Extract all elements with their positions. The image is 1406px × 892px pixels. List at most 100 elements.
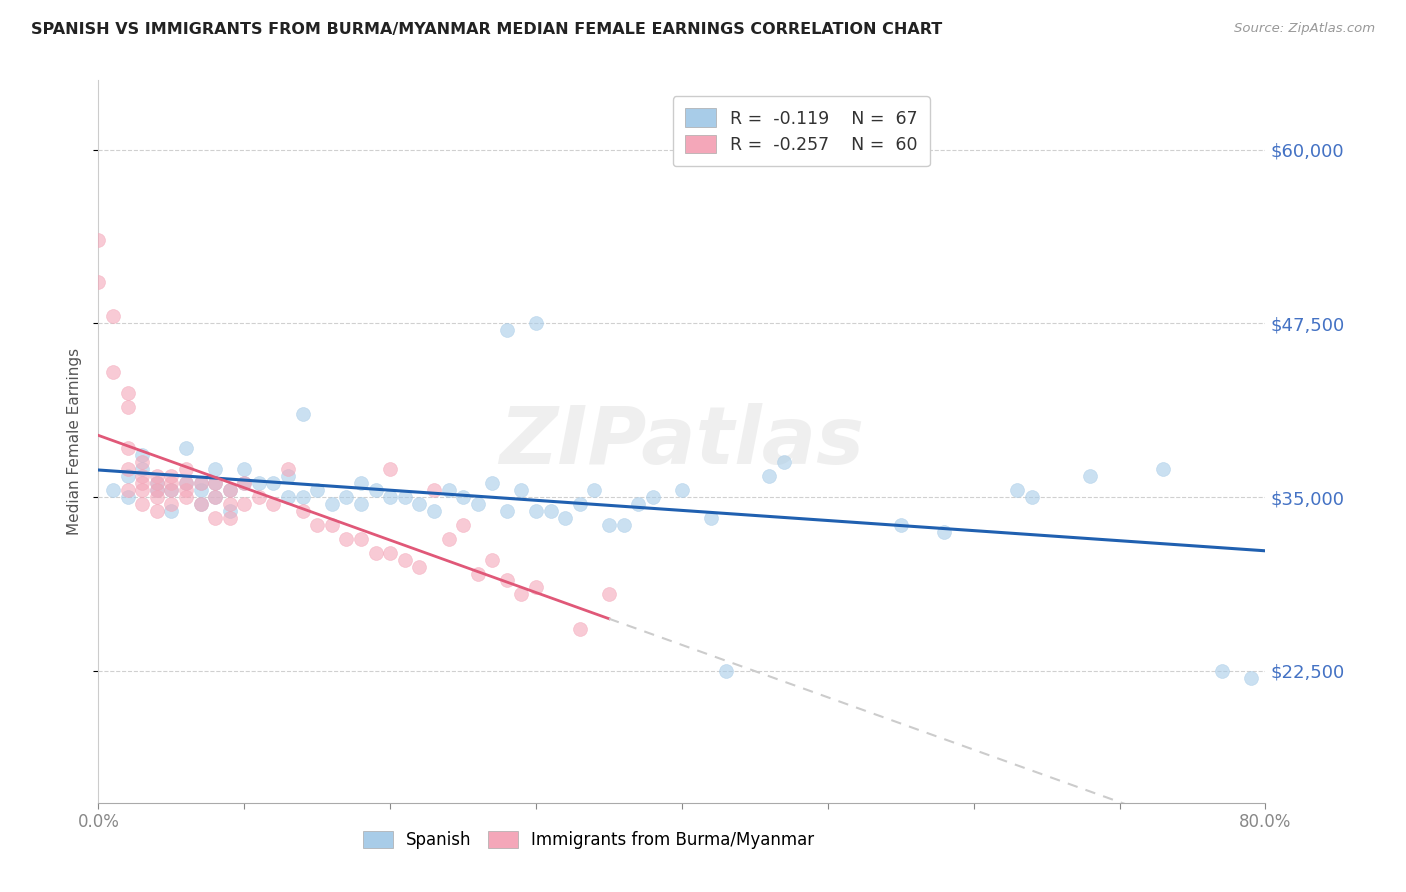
Point <box>131 497 153 511</box>
Point <box>1007 483 1029 498</box>
Point <box>291 490 314 504</box>
Point <box>423 483 446 498</box>
Point <box>1021 490 1043 504</box>
Point <box>146 483 169 498</box>
Point <box>131 476 153 491</box>
Point <box>101 483 124 498</box>
Point <box>190 483 212 498</box>
Point <box>131 449 153 463</box>
Point <box>190 476 212 491</box>
Point <box>394 552 416 566</box>
Point <box>233 476 256 491</box>
Point <box>934 524 956 539</box>
Point <box>481 476 503 491</box>
Point <box>117 469 139 483</box>
Point <box>146 469 169 483</box>
Point <box>101 310 124 324</box>
Point <box>451 517 474 532</box>
Point <box>510 587 533 601</box>
Text: ZIPatlas: ZIPatlas <box>499 402 865 481</box>
Point <box>174 490 197 504</box>
Point <box>146 483 169 498</box>
Point <box>204 476 226 491</box>
Point <box>131 455 153 469</box>
Point <box>204 490 226 504</box>
Point <box>146 490 169 504</box>
Point <box>204 490 226 504</box>
Point <box>467 566 489 581</box>
Point <box>160 476 183 491</box>
Point <box>423 504 446 518</box>
Point <box>350 476 373 491</box>
Point <box>262 476 284 491</box>
Point <box>131 462 153 476</box>
Point <box>380 546 402 560</box>
Point <box>204 511 226 525</box>
Point <box>758 469 780 483</box>
Point <box>890 517 912 532</box>
Point <box>467 497 489 511</box>
Point <box>380 462 402 476</box>
Point <box>496 504 519 518</box>
Point <box>1152 462 1174 476</box>
Point <box>773 455 796 469</box>
Point <box>408 559 430 574</box>
Point <box>204 462 226 476</box>
Point <box>160 497 183 511</box>
Point <box>583 483 606 498</box>
Point <box>174 483 197 498</box>
Point <box>247 476 270 491</box>
Point <box>598 587 620 601</box>
Point <box>87 233 110 247</box>
Point <box>394 490 416 504</box>
Point <box>174 476 197 491</box>
Point <box>146 476 169 491</box>
Point <box>117 462 139 476</box>
Point <box>117 385 139 400</box>
Point <box>218 483 240 498</box>
Legend: Spanish, Immigrants from Burma/Myanmar: Spanish, Immigrants from Burma/Myanmar <box>356 824 821 856</box>
Point <box>1240 671 1263 685</box>
Point <box>233 462 256 476</box>
Point <box>218 511 240 525</box>
Point <box>218 497 240 511</box>
Point <box>641 490 664 504</box>
Point <box>277 462 299 476</box>
Point <box>277 490 299 504</box>
Point <box>1211 664 1233 678</box>
Point <box>218 504 240 518</box>
Point <box>350 532 373 546</box>
Point <box>101 365 124 379</box>
Point <box>524 581 547 595</box>
Point <box>321 517 343 532</box>
Point <box>481 552 503 566</box>
Point <box>160 483 183 498</box>
Point <box>87 275 110 289</box>
Point <box>117 400 139 414</box>
Point <box>496 323 519 337</box>
Point <box>117 483 139 498</box>
Text: Source: ZipAtlas.com: Source: ZipAtlas.com <box>1234 22 1375 36</box>
Point <box>174 462 197 476</box>
Point <box>554 511 576 525</box>
Point <box>364 483 387 498</box>
Point <box>277 469 299 483</box>
Point <box>204 476 226 491</box>
Point <box>671 483 693 498</box>
Point <box>437 532 460 546</box>
Point <box>524 504 547 518</box>
Point <box>131 483 153 498</box>
Point <box>700 511 723 525</box>
Y-axis label: Median Female Earnings: Median Female Earnings <box>67 348 83 535</box>
Point <box>321 497 343 511</box>
Point <box>291 504 314 518</box>
Point <box>510 483 533 498</box>
Point <box>380 490 402 504</box>
Point <box>540 504 562 518</box>
Point <box>218 483 240 498</box>
Point <box>307 517 329 532</box>
Point <box>174 476 197 491</box>
Point <box>568 497 591 511</box>
Point <box>335 490 357 504</box>
Point <box>190 497 212 511</box>
